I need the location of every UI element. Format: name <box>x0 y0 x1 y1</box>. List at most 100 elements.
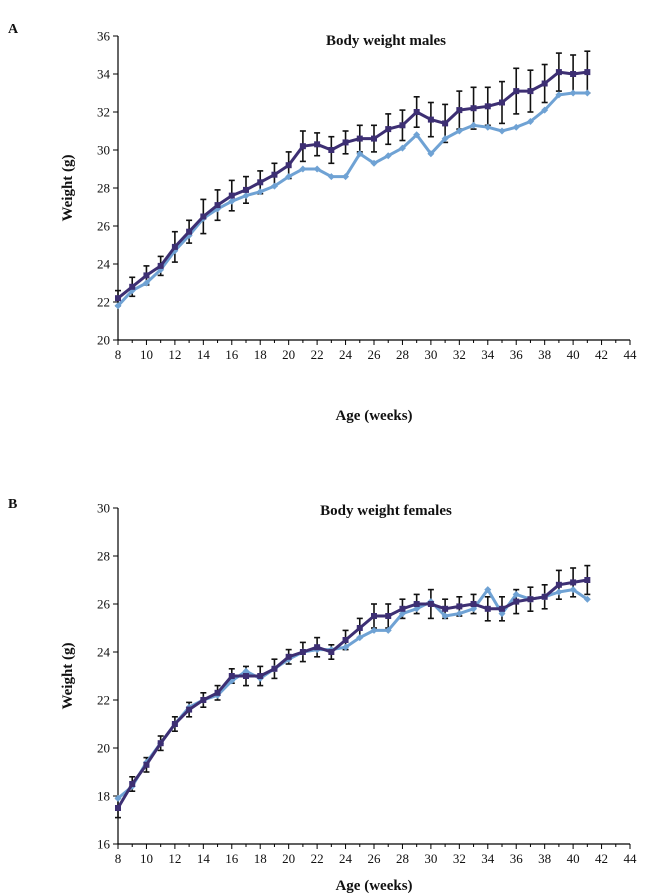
data-point-diamond <box>142 279 150 287</box>
x-tick-label: 42 <box>595 347 608 362</box>
data-point-square <box>171 243 178 250</box>
data-point-square <box>129 781 136 787</box>
data-point-diamond <box>470 121 478 129</box>
data-point-square <box>527 88 534 95</box>
data-point-diamond <box>398 144 406 152</box>
data-point-square <box>171 721 178 727</box>
data-point-diamond <box>569 89 577 97</box>
data-point-diamond <box>356 634 364 642</box>
x-tick-label: 38 <box>538 851 551 866</box>
panel-b: B Body weight females 16 18 20 22 24 26 28 30 8 10… <box>0 440 645 895</box>
data-point-diamond <box>313 165 321 173</box>
x-tick-label: 30 <box>424 851 437 866</box>
x-tick-label: 8 <box>115 347 122 362</box>
x-tick-label: 26 <box>368 347 382 362</box>
data-point-diamond <box>242 667 250 675</box>
series-markers-dark <box>115 577 591 811</box>
y-axis-label: Weight (g) <box>60 642 76 709</box>
data-point-square <box>541 593 548 600</box>
data-point-square <box>427 601 434 607</box>
data-point-diamond <box>455 127 463 135</box>
data-point-square <box>442 605 449 612</box>
x-tick-label: 40 <box>567 347 580 362</box>
x-tick-label: 14 <box>197 347 211 362</box>
x-tick-label: 22 <box>311 347 324 362</box>
data-point-square <box>243 673 249 679</box>
data-point-square <box>299 649 306 655</box>
series-line-light <box>117 588 589 800</box>
x-tick-label: 42 <box>595 851 608 866</box>
y-tick-label: 30 <box>97 143 110 158</box>
data-point-square <box>570 579 577 586</box>
x-tick-label: 12 <box>168 851 181 866</box>
x-tick-label: 28 <box>396 851 409 866</box>
data-point-square <box>427 116 434 123</box>
y-tick-label: 24 <box>97 257 111 272</box>
x-tick-label: 18 <box>254 347 267 362</box>
data-point-diamond <box>583 89 591 97</box>
data-point-diamond <box>299 165 307 173</box>
data-point-square <box>115 295 121 302</box>
data-point-square <box>570 71 577 77</box>
data-point-square <box>129 283 136 290</box>
data-point-square <box>299 143 306 150</box>
data-point-diamond <box>228 677 236 685</box>
data-point-square <box>413 109 420 115</box>
y-tick-label: 28 <box>97 181 110 196</box>
chart-title: Body weight females <box>320 503 452 519</box>
data-point-square <box>157 740 164 747</box>
data-point-diamond <box>470 605 478 613</box>
y-tick-label: 18 <box>97 789 110 804</box>
x-tick-label: 24 <box>339 347 353 362</box>
series-markers-light <box>114 89 591 310</box>
data-point-square <box>143 761 150 768</box>
data-point-square <box>484 605 491 612</box>
data-point-square <box>541 80 548 87</box>
x-tick-label: 22 <box>311 851 324 866</box>
data-point-square <box>484 103 491 110</box>
data-point-square <box>371 613 377 619</box>
data-point-square <box>328 649 335 655</box>
x-tick-label: 24 <box>339 851 353 866</box>
data-point-square <box>499 605 505 612</box>
data-point-diamond <box>569 586 577 594</box>
data-point-diamond <box>256 188 264 196</box>
male-weight-chart: Body weight males 20 22 24 26 28 30 32 34 36 8 10 12… <box>60 29 637 425</box>
y-tick-label: 20 <box>97 333 110 348</box>
data-point-square <box>470 105 477 112</box>
data-point-square <box>356 625 363 631</box>
series-line-dark <box>117 70 588 300</box>
data-point-diamond <box>342 173 350 181</box>
data-point-diamond <box>285 173 293 181</box>
x-tick-label: 32 <box>453 347 466 362</box>
y-tick-label: 16 <box>97 837 111 852</box>
x-tick-label: 10 <box>140 347 153 362</box>
data-point-diamond <box>455 610 463 618</box>
data-point-square <box>271 171 278 178</box>
data-point-square <box>186 706 193 713</box>
data-point-diamond <box>583 595 591 603</box>
data-point-diamond <box>114 794 122 802</box>
data-point-diamond <box>441 612 449 620</box>
data-point-square <box>499 99 505 106</box>
series-markers-light <box>114 586 591 802</box>
data-point-square <box>115 805 121 811</box>
data-point-square <box>513 598 520 605</box>
data-point-diamond <box>327 173 335 181</box>
data-point-diamond <box>342 643 350 651</box>
data-point-diamond <box>370 626 378 634</box>
data-point-diamond <box>370 159 378 167</box>
data-point-diamond <box>242 192 250 200</box>
data-point-diamond <box>526 118 534 125</box>
y-tick-label: 28 <box>97 549 110 564</box>
data-point-diamond <box>398 610 406 618</box>
x-tick-label: 36 <box>510 851 524 866</box>
data-point-diamond <box>384 626 392 634</box>
data-point-diamond <box>413 131 421 139</box>
data-point-diamond <box>270 182 278 190</box>
data-point-diamond <box>384 152 392 160</box>
data-point-diamond <box>512 123 520 131</box>
x-tick-label: 10 <box>140 851 153 866</box>
data-point-square <box>399 122 406 129</box>
data-point-square <box>186 228 193 235</box>
